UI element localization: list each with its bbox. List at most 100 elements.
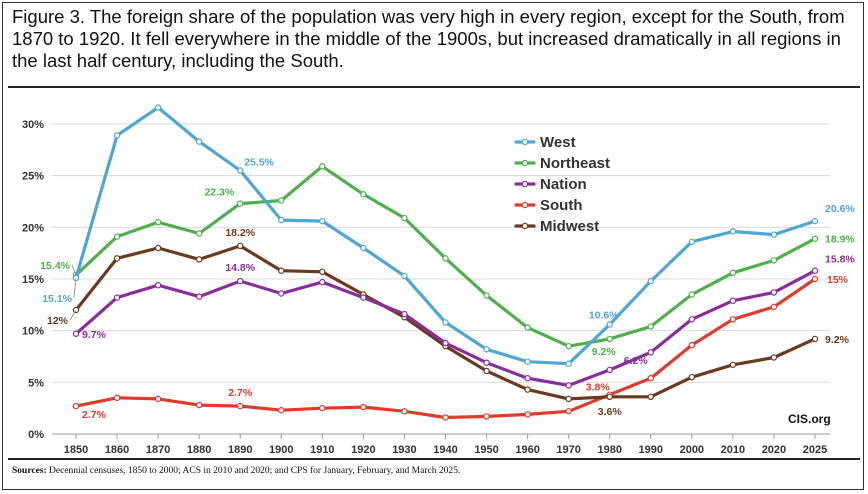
data-point-west <box>442 319 449 326</box>
x-tick-label: 1860 <box>105 444 129 456</box>
x-tick-label: 1900 <box>269 444 293 456</box>
label-leader <box>71 264 77 276</box>
legend-marker <box>521 201 529 209</box>
data-point-midwest <box>524 386 531 393</box>
data-point-south <box>688 341 696 349</box>
x-tick-label: 2020 <box>762 444 786 456</box>
sources-label: Sources: <box>12 466 47 476</box>
data-point-northeast <box>647 323 654 330</box>
data-label: 15.1% <box>42 293 72 305</box>
data-point-nation <box>483 359 490 366</box>
data-point-west <box>729 228 737 235</box>
data-point-south <box>401 408 408 415</box>
x-tick-label: 2010 <box>721 444 745 456</box>
data-point-south <box>647 375 654 382</box>
data-label: 15.4% <box>40 260 70 272</box>
y-tick-label: 15% <box>22 274 44 286</box>
data-point-midwest <box>688 373 696 381</box>
legend-marker <box>521 138 529 146</box>
data-point-south <box>565 408 572 415</box>
data-point-midwest <box>606 393 613 400</box>
data-point-midwest <box>647 393 654 400</box>
data-point-northeast <box>811 235 819 242</box>
data-point-west <box>195 138 203 145</box>
data-point-nation <box>606 366 613 374</box>
data-point-south <box>113 394 121 402</box>
data-point-nation <box>72 330 80 337</box>
data-point-midwest <box>154 244 162 252</box>
data-point-northeast <box>442 255 449 262</box>
data-point-south <box>360 403 367 411</box>
legend-marker <box>521 180 529 188</box>
data-point-midwest <box>729 361 737 368</box>
data-point-west <box>237 167 244 174</box>
data-point-west <box>770 231 778 238</box>
sources-note: Sources: Decennial censuses, 1850 to 200… <box>12 466 460 476</box>
data-point-nation <box>729 297 737 304</box>
data-label: 18.2% <box>225 227 255 239</box>
data-point-south <box>195 401 203 409</box>
x-tick-label: 1880 <box>187 444 211 456</box>
data-point-west <box>401 272 408 280</box>
data-point-nation <box>113 294 121 301</box>
data-point-midwest <box>770 354 778 361</box>
data-point-south <box>729 316 737 323</box>
data-label: 12% <box>47 315 69 327</box>
data-point-northeast <box>319 163 326 170</box>
data-point-nation <box>565 382 572 389</box>
x-tick-label: 1850 <box>64 444 88 456</box>
data-label: 2.7% <box>82 409 107 421</box>
data-point-south <box>770 303 778 311</box>
x-tick-label: 1910 <box>310 444 334 456</box>
x-tick-label: 2025 <box>803 444 827 456</box>
data-labels: 15.1% 15.4% 12% 9.7% 2.7% 25.5% 22.3% 18.2% 14.8… <box>40 157 855 422</box>
data-point-northeast <box>729 269 737 276</box>
data-point-northeast <box>483 292 490 299</box>
data-point-northeast <box>360 191 367 198</box>
data-label: 6.2% <box>624 355 649 367</box>
data-point-west <box>606 321 613 328</box>
data-point-northeast <box>565 342 572 350</box>
y-tick-label: 0% <box>28 429 44 441</box>
title-divider <box>8 86 860 88</box>
legend-marker <box>521 159 529 167</box>
watermark: CIS.org <box>788 412 831 426</box>
y-tick-label: 5% <box>28 377 44 389</box>
x-tick-label: 1930 <box>392 444 416 456</box>
x-tick-label: 1960 <box>515 444 539 456</box>
data-label: 10.6% <box>589 309 619 321</box>
legend-label: Northeast <box>540 155 610 172</box>
data-point-nation <box>237 277 244 285</box>
data-point-south <box>811 275 819 283</box>
data-label: 25.5% <box>244 157 274 169</box>
data-point-northeast <box>113 233 121 240</box>
data-point-west <box>811 217 819 225</box>
legend: West Northeast Nation South Midwest <box>514 134 610 235</box>
data-point-northeast <box>688 291 696 298</box>
legend-label: West <box>540 134 576 151</box>
x-tick-label: 1870 <box>146 444 170 456</box>
y-tick-label: 25% <box>22 171 44 183</box>
data-point-midwest <box>113 255 121 262</box>
y-tick-label: 30% <box>22 119 44 131</box>
data-point-nation <box>770 289 778 296</box>
footer-divider <box>8 458 860 460</box>
data-point-west <box>360 244 367 252</box>
data-label: 15.8% <box>825 254 855 266</box>
x-tick-label: 1940 <box>433 444 457 456</box>
data-label: 3.6% <box>598 406 623 418</box>
data-label: 14.8% <box>225 262 255 274</box>
data-label: 9.2% <box>592 346 617 358</box>
data-point-midwest <box>565 395 572 403</box>
legend-label: Midwest <box>540 218 599 235</box>
data-label: 20.6% <box>825 203 855 215</box>
data-point-nation <box>278 290 285 297</box>
data-point-midwest <box>811 335 819 343</box>
data-point-northeast <box>237 200 244 207</box>
data-point-west <box>565 360 572 367</box>
data-point-south <box>442 414 449 421</box>
x-tick-label: 1920 <box>351 444 375 456</box>
data-point-northeast <box>154 218 162 226</box>
legend-marker <box>521 222 529 230</box>
